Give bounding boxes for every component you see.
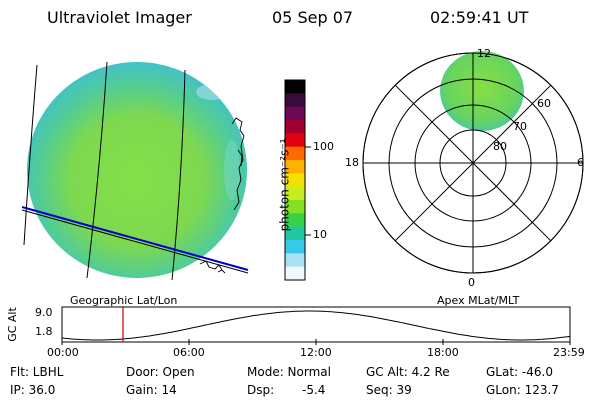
ip-readout: IP: 36.0 xyxy=(10,383,56,397)
ground-track xyxy=(21,206,249,271)
mode-readout: Mode: Normal xyxy=(247,365,331,379)
colorbar-segment xyxy=(285,106,305,121)
dsp-label: Dsp: xyxy=(247,383,275,397)
colorbar-segment xyxy=(285,146,305,161)
glon-readout: GLon: 123.7 xyxy=(486,383,559,397)
longitude-lines xyxy=(23,61,186,281)
altitude-plot xyxy=(61,306,571,345)
alt-xtick-1800: 18:00 xyxy=(427,346,459,359)
colorbar-tick-10: 10 xyxy=(313,228,327,241)
alt-xtick-1200: 12:00 xyxy=(300,346,332,359)
colorbar-segment xyxy=(285,226,305,241)
mlt-label-12: 12 xyxy=(477,47,491,60)
alt-ytick-9: 9.0 xyxy=(35,306,53,319)
colorbar-tick-100: 100 xyxy=(313,140,334,153)
colorbar-segment xyxy=(285,133,305,148)
colorbar-segment xyxy=(285,266,305,281)
colorbar-segment xyxy=(285,186,305,201)
mlat-label-80: 80 xyxy=(493,140,507,153)
color-bar xyxy=(285,80,305,281)
geographic-caption: Geographic Lat/Lon xyxy=(70,294,178,307)
alt-ytick-1.8: 1.8 xyxy=(35,325,53,338)
gc-alt-readout: GC Alt: 4.2 Re xyxy=(366,365,450,379)
geographic-image xyxy=(27,62,247,278)
colorbar-segment xyxy=(285,200,305,214)
mlt-label-18: 18 xyxy=(345,156,359,169)
mlat-label-70: 70 xyxy=(513,120,527,133)
alt-xtick-0600: 06:00 xyxy=(173,346,205,359)
seq-readout: Seq: 39 xyxy=(366,383,412,397)
gain-readout: Gain: 14 xyxy=(126,383,177,397)
colorbar-label: photon cm⁻²s⁻¹ xyxy=(277,138,292,232)
colorbar-segment xyxy=(285,253,305,268)
mlt-label-6: 6 xyxy=(577,156,584,169)
colorbar-segment xyxy=(285,80,305,94)
colorbar-segment xyxy=(285,93,305,108)
glat-readout: GLat: -46.0 xyxy=(486,365,553,379)
colorbar-segment xyxy=(285,160,305,174)
colorbar-segment xyxy=(285,173,305,188)
mlt-label-0: 0 xyxy=(468,276,475,289)
instrument-title: Ultraviolet Imager xyxy=(47,8,192,27)
date-label: 05 Sep 07 xyxy=(272,8,354,27)
polar-plot xyxy=(362,51,584,274)
time-label: 02:59:41 UT xyxy=(430,8,529,27)
filter-readout: Flt: LBHL xyxy=(10,365,64,379)
colorbar-segment xyxy=(285,120,305,134)
alt-xtick-0000: 00:00 xyxy=(47,346,79,359)
alt-ylabel: GC Alt xyxy=(5,307,19,342)
door-readout: Door: Open xyxy=(126,365,195,379)
colorbar-segment xyxy=(285,240,305,254)
dsp-value: -5.4 xyxy=(302,383,326,397)
mlat-label-60: 60 xyxy=(537,97,551,110)
alt-xtick-2359: 23:59 xyxy=(553,346,585,359)
colorbar-segment xyxy=(285,213,305,228)
apex-caption: Apex MLat/MLT xyxy=(437,294,520,307)
